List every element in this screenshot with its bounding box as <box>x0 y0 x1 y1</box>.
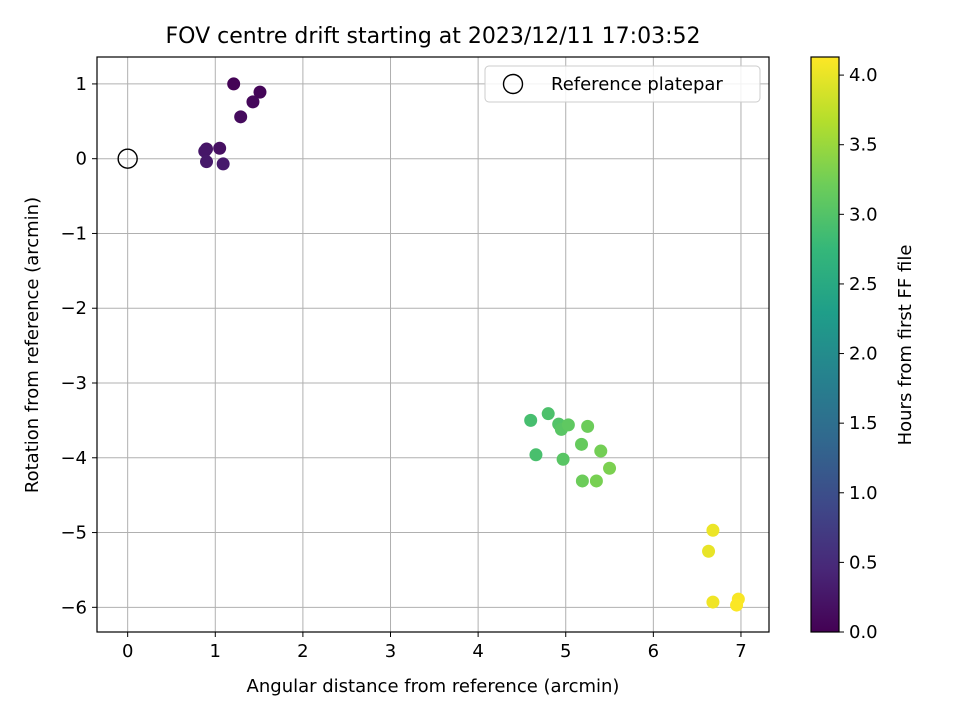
colorbar-tick-label: 0.0 <box>849 622 878 643</box>
x-axis-label: Angular distance from reference (arcmin) <box>247 676 620 697</box>
plot-frame <box>96 56 770 633</box>
y-tick-label: −5 <box>60 523 87 544</box>
x-axis-ticks: 0 1 2 3 4 5 6 7 <box>122 632 747 662</box>
data-point <box>575 437 589 451</box>
legend: Reference platepar <box>484 65 761 103</box>
data-point <box>200 155 214 169</box>
data-point <box>246 95 260 109</box>
data-point <box>253 85 267 99</box>
reference-platepar-marker <box>117 148 138 169</box>
y-tick-label: −3 <box>60 373 87 394</box>
colorbar-tick-label: 1.0 <box>849 483 878 504</box>
data-point <box>227 77 241 91</box>
data-point <box>541 407 555 421</box>
y-tick-label: 1 <box>76 74 87 95</box>
legend-box <box>484 65 761 103</box>
colorbar-tick-label: 1.5 <box>849 413 878 434</box>
data-point <box>216 157 230 171</box>
colorbar-tick-label: 2.0 <box>849 344 878 365</box>
colorbar-tick-label: 0.5 <box>849 552 878 573</box>
legend-marker-icon <box>502 73 524 95</box>
legend-label: Reference platepar <box>551 74 723 95</box>
data-point <box>556 452 570 466</box>
grid-lines <box>97 57 769 632</box>
data-point <box>561 418 575 432</box>
y-tick-label: −6 <box>60 597 87 618</box>
data-point <box>234 110 248 124</box>
data-point <box>706 595 720 609</box>
chart-title: FOV centre drift starting at 2023/12/11 … <box>166 24 701 49</box>
y-tick-label: −1 <box>60 223 87 244</box>
data-point <box>706 523 720 537</box>
x-tick-label: 3 <box>385 641 396 662</box>
data-point <box>702 544 716 558</box>
x-tick-label: 6 <box>648 641 659 662</box>
data-point <box>594 444 608 458</box>
data-points <box>198 77 745 612</box>
data-point <box>589 474 603 488</box>
x-tick-label: 2 <box>297 641 308 662</box>
colorbar-label: Hours from first FF file <box>895 245 916 446</box>
colorbar-tick-label: 3.5 <box>849 135 878 156</box>
x-tick-label: 1 <box>210 641 221 662</box>
colorbar-tick-label: 4.0 <box>849 65 878 86</box>
y-axis-label: Rotation from reference (arcmin) <box>22 197 43 493</box>
x-tick-label: 7 <box>735 641 746 662</box>
y-tick-label: 0 <box>76 149 87 170</box>
y-tick-label: −4 <box>60 448 87 469</box>
data-point <box>198 144 212 158</box>
reference-marker-group <box>117 148 138 169</box>
colorbar-tick-label: 3.0 <box>849 204 878 225</box>
data-point <box>529 448 543 462</box>
data-point <box>524 413 538 427</box>
y-axis-ticks: 1 0 −1 −2 −3 −4 −5 −6 <box>60 74 97 618</box>
colorbar-ticks: 0.0 0.5 1.0 1.5 2.0 2.5 3.0 3.5 4.0 <box>839 65 878 643</box>
x-tick-label: 5 <box>560 641 571 662</box>
colorbar-tick-label: 2.5 <box>849 274 878 295</box>
data-point <box>581 419 595 433</box>
colorbar-gradient <box>811 57 839 632</box>
x-tick-label: 4 <box>472 641 483 662</box>
x-tick-label: 0 <box>122 641 133 662</box>
y-tick-label: −2 <box>60 298 87 319</box>
data-point <box>603 461 617 475</box>
data-point <box>213 141 227 155</box>
colorbar-frame <box>810 56 840 633</box>
data-point <box>730 598 744 612</box>
data-point <box>575 474 589 488</box>
